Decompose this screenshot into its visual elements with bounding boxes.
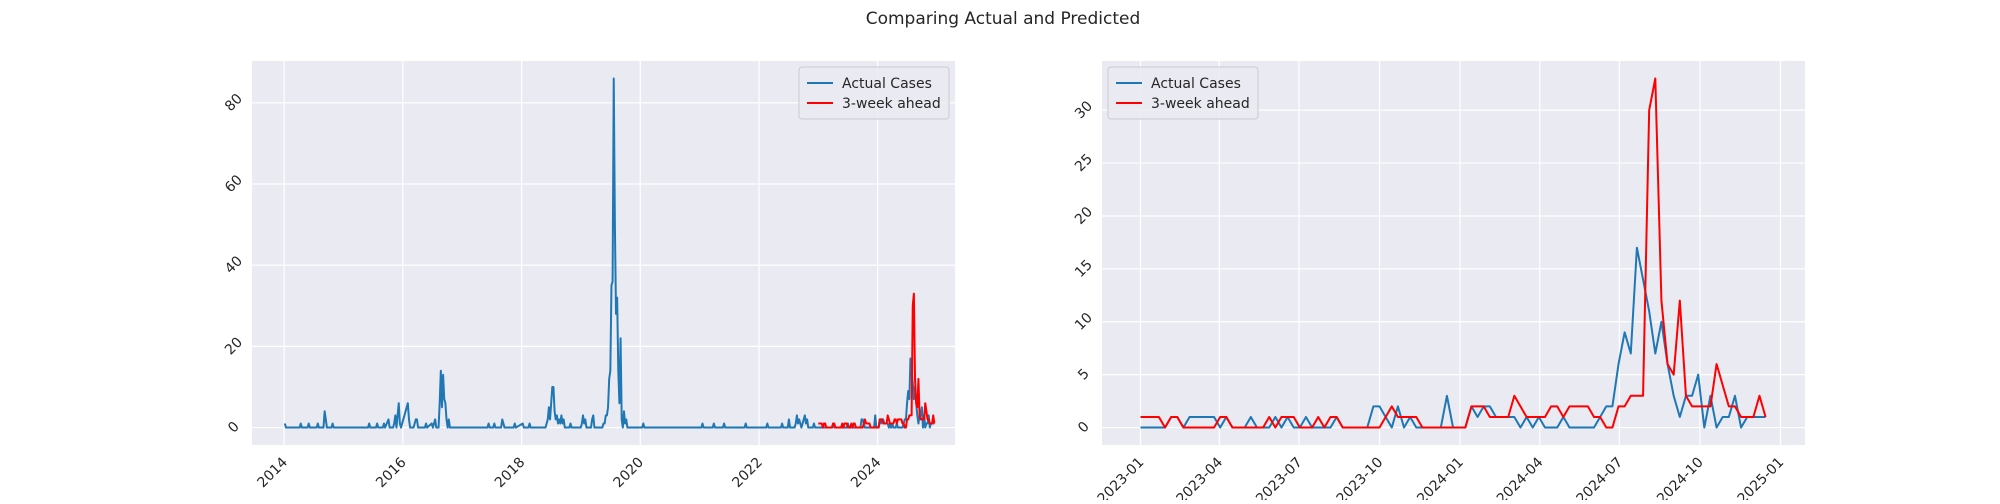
figure-title: Comparing Actual and Predicted	[866, 9, 1141, 29]
legend-label: Actual Cases	[1151, 76, 1241, 92]
y-tick-label: 20	[222, 334, 246, 358]
y-tick-label: 0	[225, 419, 243, 437]
y-tick-label: 25	[1072, 151, 1096, 175]
x-tick-label: 2023-01	[1095, 455, 1148, 500]
three-week-ahead-line	[818, 292, 936, 429]
x-tick-label: 2018	[492, 455, 529, 492]
y-tick-label: 40	[222, 253, 246, 277]
legend-box	[798, 66, 950, 120]
x-tick-label: 2023-04	[1173, 454, 1226, 500]
y-tick-label: 15	[1072, 257, 1096, 281]
x-tick-label: 2020	[611, 455, 648, 492]
legend-label: Actual Cases	[842, 76, 932, 92]
y-tick-label: 0	[1075, 419, 1093, 437]
chart-all-years: 2014 2016 2018 2020 2022 2024 0 20 40 60 80 Actual …	[222, 61, 955, 491]
x-tick-label: 2025-01	[1735, 455, 1788, 500]
legend-label: 3-week ahead	[1151, 96, 1250, 112]
x-tick-label: 2023-10	[1334, 455, 1387, 500]
legend-box	[1107, 66, 1259, 120]
y-tick-label: 10	[1072, 310, 1096, 334]
x-tick-label: 2016	[373, 454, 410, 491]
legend: Actual Cases 3-week ahead	[798, 66, 950, 120]
x-tick-label: 2022	[729, 455, 766, 492]
x-tick-label: 2024-01	[1414, 455, 1467, 500]
x-tick-label: 2014	[254, 454, 291, 491]
y-tick-label: 20	[1072, 204, 1096, 228]
chart-recent-years: 2023-01 2023-04 2023-07 2023-10 2024-01 2024-…	[1072, 61, 1805, 504]
x-tick-label: 2024-07	[1574, 455, 1627, 500]
legend: Actual Cases 3-week ahead	[1107, 66, 1259, 120]
y-tick-label: 80	[222, 91, 246, 115]
three-week-ahead-line	[1140, 77, 1767, 429]
x-tick-label: 2024-04	[1494, 454, 1547, 500]
x-tick-label: 2024-10	[1654, 455, 1707, 500]
x-tick-label: 2023-07	[1253, 455, 1306, 500]
plot-area-all-years	[252, 61, 955, 445]
x-tick-label: 2024	[848, 454, 885, 491]
y-tick-label: 60	[222, 172, 246, 196]
legend-label: 3-week ahead	[842, 96, 941, 112]
y-tick-label: 5	[1075, 366, 1093, 384]
y-tick-label: 30	[1072, 98, 1096, 122]
